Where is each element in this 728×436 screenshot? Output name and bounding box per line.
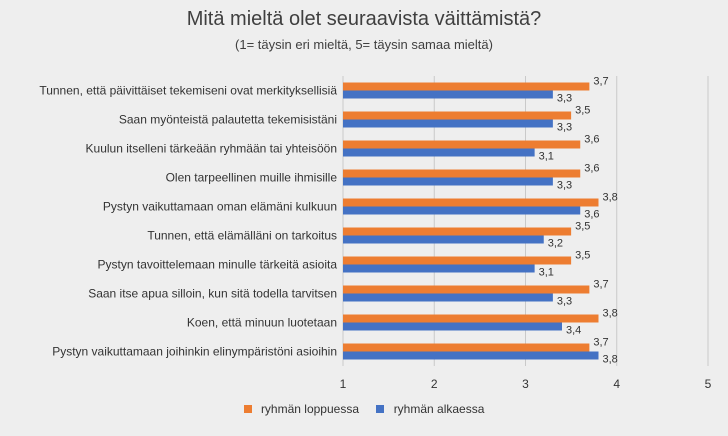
- legend-swatch-end: [243, 405, 252, 414]
- value-label-start: 3,3: [557, 180, 572, 192]
- x-tick-label: 4: [613, 377, 620, 391]
- x-tick-label: 1: [340, 377, 347, 391]
- value-label-start: 3,3: [557, 296, 572, 308]
- category-label: Pystyn vaikuttamaan joihinkin elinympäri…: [52, 345, 337, 359]
- value-label-end: 3,7: [593, 76, 608, 88]
- legend: ryhmän loppuessa ryhmän alkaessa: [0, 401, 728, 416]
- value-label-end: 3,5: [575, 250, 590, 262]
- x-tick-label: 2: [431, 377, 438, 391]
- bar-start: [343, 264, 535, 273]
- x-tick-label: 5: [705, 377, 712, 391]
- category-label: Tunnen, että päivittäiset tekemiseni ova…: [39, 84, 337, 98]
- bar-start: [343, 90, 553, 99]
- legend-label-end: ryhmän loppuessa: [260, 402, 359, 417]
- bar-end: [343, 227, 572, 236]
- category-label: Olen tarpeellinen muille ihmisille: [166, 171, 338, 185]
- bar-start: [343, 293, 553, 302]
- value-label-end: 3,6: [584, 134, 599, 146]
- legend-label-start: ryhmän alkaessa: [393, 402, 485, 417]
- bar-end: [343, 111, 572, 120]
- legend-item-end: ryhmän loppuessa: [243, 401, 359, 417]
- value-label-end: 3,8: [603, 192, 618, 204]
- value-label-start: 3,6: [584, 209, 599, 221]
- bar-start: [343, 351, 599, 360]
- bar-start: [343, 235, 544, 244]
- value-label-start: 3,8: [603, 354, 618, 366]
- bar-end: [343, 169, 581, 178]
- value-label-end: 3,5: [575, 105, 590, 117]
- legend-swatch-start: [376, 405, 385, 414]
- value-label-end: 3,5: [575, 221, 590, 233]
- bar-end: [343, 256, 572, 265]
- category-label: Saan myönteistä palautetta tekemisistäni: [119, 113, 337, 127]
- category-label: Kuulun itselleni tärkeään ryhmään tai yh…: [86, 142, 337, 156]
- bar-start: [343, 206, 581, 215]
- bar-end: [343, 82, 590, 91]
- x-tick-label: 3: [522, 377, 529, 391]
- bar-start: [343, 177, 553, 186]
- category-label: Koen, että minuun luotetaan: [187, 316, 337, 330]
- value-label-end: 3,7: [593, 279, 608, 291]
- value-label-end: 3,6: [584, 163, 599, 175]
- value-label-start: 3,3: [557, 93, 572, 105]
- legend-item-start: ryhmän alkaessa: [376, 401, 484, 416]
- value-label-start: 3,2: [548, 238, 563, 250]
- category-label: Tunnen, että elämälläni on tarkoitus: [147, 229, 337, 243]
- bar-end: [343, 140, 581, 149]
- value-label-start: 3,1: [539, 151, 554, 163]
- value-label-start: 3,1: [539, 267, 554, 279]
- category-label: Pystyn tavoittelemaan minulle tärkeitä a…: [98, 258, 338, 272]
- bar-end: [343, 198, 599, 207]
- bar-end: [343, 343, 590, 352]
- bar-end: [343, 285, 590, 294]
- bar-start: [343, 322, 562, 331]
- bar-end: [343, 314, 599, 323]
- category-label: Saan itse apua silloin, kun sitä todella…: [88, 287, 337, 301]
- value-label-end: 3,7: [593, 337, 608, 349]
- value-label-start: 3,4: [566, 325, 581, 337]
- bar-start: [343, 148, 535, 157]
- chart-subtitle: (1= täysin eri mieltä, 5= täysin samaa m…: [235, 37, 493, 52]
- category-label: Pystyn vaikuttamaan oman elämäni kulkuun: [103, 200, 337, 214]
- chart-title: Mitä mieltä olet seuraavista väittämistä…: [186, 8, 542, 30]
- bar-start: [343, 119, 553, 128]
- value-label-start: 3,3: [557, 122, 572, 134]
- value-label-end: 3,8: [603, 308, 618, 320]
